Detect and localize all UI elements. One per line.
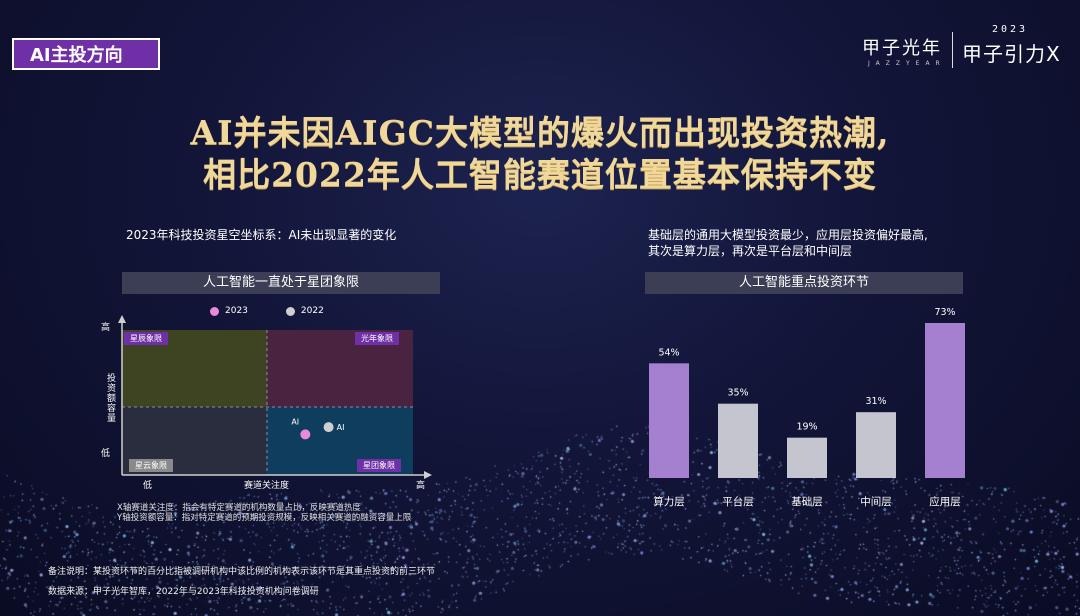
- x-axis-high: 高: [416, 481, 426, 491]
- y-axis-high: 高: [101, 323, 111, 333]
- bar-value-label: 35%: [727, 388, 748, 399]
- axis-note-y: Y轴投资额容量：指对特定赛道的预期投资规模，反映相关赛道的融资容量上限: [117, 513, 412, 523]
- y-axis-title: 投资额容量: [107, 374, 117, 424]
- right-caption-1: 基础层的通用大模型投资最少，应用层投资偏好最高,: [648, 228, 928, 242]
- bar-category-label: 基础层: [791, 495, 823, 508]
- right-caption-2: 其次是算力层，再次是平台层和中间层: [648, 244, 853, 258]
- logo-main: 甲子光年: [862, 38, 942, 59]
- bar-应用层: [925, 323, 965, 478]
- bar-value-label: 31%: [865, 396, 886, 407]
- x-axis-arrow: [424, 471, 432, 479]
- bar-基础层: [787, 437, 827, 478]
- footnote-remark: 备注说明：某投资环节的百分比指被调研机构中该比例的机构表示该环节是其重点投资的前…: [48, 567, 436, 577]
- bar-category-label: 应用层: [929, 495, 961, 508]
- bar-value-label: 73%: [934, 307, 955, 318]
- bar-value-label: 54%: [658, 347, 679, 358]
- bar-算力层: [649, 363, 689, 478]
- quadrant-label-tr: 光年象限: [355, 332, 399, 345]
- axis-note-x: X轴赛道关注度：指会有特定赛道的机构数量占比，反映赛道热度: [117, 503, 361, 513]
- logo-sub: JAZZYEAR: [868, 60, 946, 67]
- legend-2022-dot: [285, 306, 295, 316]
- logo-event: 甲子引力X: [962, 42, 1061, 66]
- left-panel-title: 人工智能一直处于星团象限: [122, 272, 440, 294]
- quadrant-label-br: 星团象限: [357, 459, 401, 472]
- legend: 2023 2022: [210, 306, 324, 316]
- x-axis-low: 低: [143, 481, 153, 491]
- headline-line-1: AI并未因AIGC大模型的爆火而出现投资热潮,: [190, 113, 890, 152]
- right-panel-title: 人工智能重点投资环节: [645, 272, 963, 294]
- bar-chart: 54% 算力层 35% 平台层 19% 基础层 31% 中间层 73% 应用层: [649, 307, 965, 508]
- bar-category-label: 中间层: [860, 495, 892, 508]
- y-axis-arrow: [118, 315, 126, 323]
- legend-2023-label: 2023: [225, 306, 248, 316]
- legend-2022-label: 2022: [300, 306, 324, 316]
- bar-value-label: 19%: [796, 422, 817, 433]
- bar-category-label: 算力层: [653, 495, 685, 508]
- logo-divider: [952, 32, 953, 68]
- scatter-label-2022: AI: [337, 423, 345, 432]
- section-tag: AI主投方向: [12, 38, 160, 70]
- bar-平台层: [718, 403, 758, 478]
- bar-category-label: 平台层: [722, 495, 754, 508]
- left-caption: 2023年科技投资星空坐标系：AI未出现显著的变化: [126, 228, 397, 242]
- scatter-point-2023: [300, 429, 311, 440]
- bar-中间层: [856, 412, 896, 478]
- legend-2023-dot: [210, 306, 219, 316]
- headline-line-2: 相比2022年人工智能赛道位置基本保持不变: [203, 155, 877, 194]
- x-axis-title: 赛道关注度: [244, 481, 290, 491]
- y-axis-low: 低: [101, 449, 111, 459]
- scatter-label-2023: AI: [291, 417, 299, 426]
- quadrant-label-tl: 星辰象限: [124, 332, 168, 345]
- quadrant-label-bl: 星云象限: [129, 459, 173, 472]
- footnote-source: 数据来源：甲子光年智库，2022年与2023年科技投资机构问卷调研: [48, 587, 319, 597]
- logo-year: 2023: [992, 24, 1029, 35]
- scatter-point-2022: [323, 422, 334, 433]
